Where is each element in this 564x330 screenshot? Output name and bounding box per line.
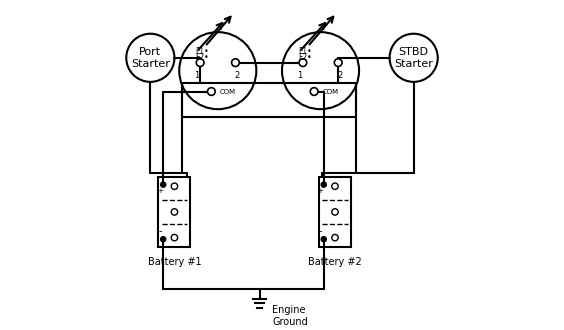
Circle shape <box>161 182 166 187</box>
Text: COM: COM <box>322 88 338 94</box>
Text: +: + <box>318 188 324 194</box>
Text: COM: COM <box>219 88 236 94</box>
Text: +: + <box>157 188 163 194</box>
Circle shape <box>334 59 342 66</box>
Text: 1: 1 <box>194 71 200 80</box>
Circle shape <box>299 59 307 66</box>
Circle shape <box>321 182 327 187</box>
Text: F1•: F1• <box>298 47 312 56</box>
Circle shape <box>232 59 239 66</box>
Circle shape <box>321 237 327 242</box>
Text: STBD
Starter: STBD Starter <box>394 47 433 69</box>
Text: -: - <box>319 226 322 236</box>
Text: F2•: F2• <box>195 53 209 62</box>
Text: 2: 2 <box>235 71 240 80</box>
Text: Port
Starter: Port Starter <box>131 47 170 69</box>
Text: 2: 2 <box>337 71 342 80</box>
Text: Engine
Ground: Engine Ground <box>272 305 308 327</box>
Text: Battery #2: Battery #2 <box>308 257 362 267</box>
Circle shape <box>310 88 318 95</box>
Circle shape <box>196 59 204 66</box>
Text: F2•: F2• <box>298 53 312 62</box>
Circle shape <box>161 237 166 242</box>
Text: Battery #1: Battery #1 <box>148 257 201 267</box>
Text: -: - <box>158 226 162 236</box>
Circle shape <box>208 88 215 95</box>
Bar <box>158 177 191 247</box>
Text: F1•: F1• <box>195 47 209 56</box>
Bar <box>319 177 351 247</box>
Text: 1: 1 <box>297 71 302 80</box>
